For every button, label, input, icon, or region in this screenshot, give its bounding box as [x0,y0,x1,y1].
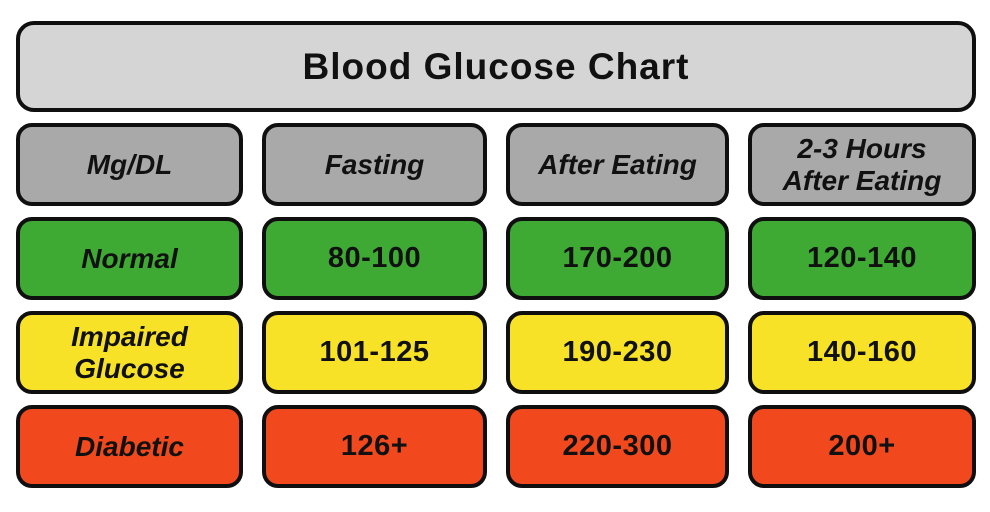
cell-value: 126+ [340,430,409,462]
header-label-fasting: Fasting [324,148,425,180]
cell-normal-after-eating: 170-200 [506,217,729,300]
row-label-impaired-glucose: Impaired Glucose [16,311,243,394]
header-cell-2-3-hours-after-eating: 2-3 Hours After Eating [748,123,976,206]
cell-value: 220-300 [562,430,673,462]
header-label-unit: Mg/DL [86,148,173,180]
cell-impaired-fasting: 101-125 [262,311,487,394]
cell-diabetic-2-3-hours: 200+ [748,405,976,488]
header-cell-after-eating: After Eating [506,123,729,206]
cell-value: 120-140 [807,242,917,274]
page-title: Blood Glucose Chart [302,45,690,87]
cell-impaired-after-eating: 190-230 [506,311,729,394]
row-label-diabetic: Diabetic [16,405,243,488]
cell-value: 170-200 [562,242,673,274]
row-label-normal: Normal [16,217,243,300]
header-cell-unit: Mg/DL [16,123,243,206]
cell-impaired-2-3-hours: 140-160 [748,311,976,394]
cell-value: 80-100 [327,242,422,274]
cell-normal-fasting: 80-100 [262,217,487,300]
header-cell-fasting: Fasting [262,123,487,206]
glucose-table: Mg/DL Fasting After Eating 2-3 Hours Aft… [16,123,976,488]
cell-value: 140-160 [807,336,917,368]
cell-normal-2-3-hours: 120-140 [748,217,976,300]
row-label-text: Normal [81,242,178,274]
header-label-after-eating: After Eating [538,148,697,180]
cell-value: 101-125 [319,336,430,368]
row-label-text: Diabetic [75,430,184,462]
header-label-2-3-hours-after-eating: 2-3 Hours After Eating [782,133,942,196]
cell-diabetic-fasting: 126+ [262,405,487,488]
cell-value: 200+ [828,430,896,462]
cell-diabetic-after-eating: 220-300 [506,405,729,488]
chart-title-box: Blood Glucose Chart [16,21,976,112]
row-label-text: Impaired Glucose [71,321,188,384]
cell-value: 190-230 [562,336,673,368]
